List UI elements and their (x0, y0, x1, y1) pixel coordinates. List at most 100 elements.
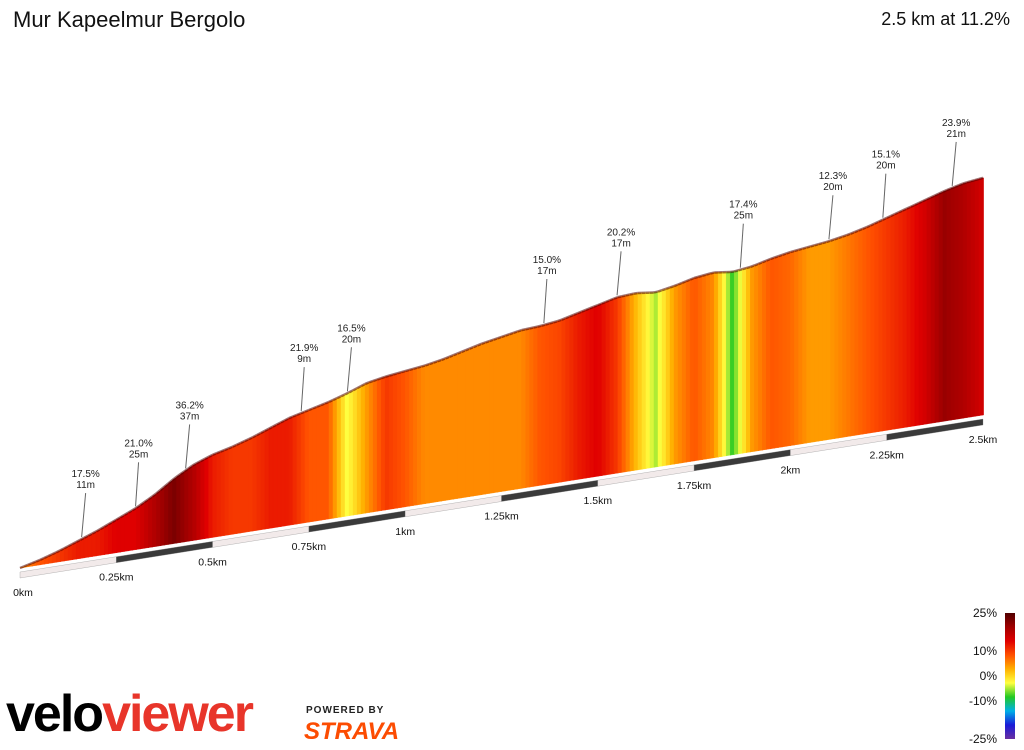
profile-top-edge (822, 240, 827, 245)
profile-top-edge (159, 485, 166, 491)
legend-label: -10% (969, 694, 997, 708)
profile-top-edge (244, 438, 250, 443)
annotation-length: 37m (180, 411, 199, 422)
profile-top-edge (448, 354, 454, 358)
profile-top-edge (111, 518, 117, 524)
profile-top-edge (926, 196, 932, 201)
profile-top-edge (220, 448, 226, 453)
profile-top-edge (838, 235, 843, 240)
profile-top-edge (316, 403, 322, 408)
profile-top-edge (625, 293, 631, 297)
profile-top-edge (589, 305, 595, 310)
profile-top-edge (340, 393, 346, 398)
profile-top-edge (633, 291, 639, 295)
profile-top-edge (781, 252, 787, 257)
annotation-gradient: 16.5% (337, 323, 365, 334)
profile-top-edge (163, 482, 170, 488)
profile-top-edge (850, 230, 856, 235)
profile-top-edge (123, 511, 129, 517)
profile-top-edge (67, 542, 73, 548)
profile-top-edge (733, 269, 739, 273)
profile-top-edge (296, 412, 302, 417)
profile-top-edge (489, 338, 494, 343)
annotation-leader-line (543, 278, 548, 324)
profile-top-edge (332, 396, 338, 402)
profile-top-edge (777, 253, 783, 258)
distance-tick-label: 1.75km (677, 480, 712, 492)
profile-top-edge (23, 563, 29, 568)
profile-top-edge (609, 297, 615, 302)
profile-top-edge (348, 389, 354, 394)
profile-top-edge (846, 232, 852, 237)
profile-top-edge (790, 249, 795, 254)
profile-top-edge (476, 342, 482, 347)
annotation-leader-line (135, 462, 140, 507)
profile-top-edge (195, 460, 202, 465)
profile-top-edge (352, 387, 358, 392)
profile-top-edge (709, 271, 715, 275)
profile-top-edge (187, 464, 194, 470)
profile-top-edge (71, 540, 77, 546)
profile-top-edge (553, 319, 559, 324)
powered-by-label: POWERED BY (306, 705, 385, 716)
legend-label: 0% (980, 669, 998, 683)
profile-top-edge (408, 367, 414, 372)
profile-top-edge (115, 516, 121, 521)
profile-top-edge (930, 194, 936, 199)
profile-top-edge (372, 378, 378, 383)
annotation-length: 20m (823, 182, 842, 193)
profile-top-edge (428, 361, 434, 366)
annotation-leader-line (951, 141, 957, 186)
profile-top-edge (858, 227, 864, 232)
profile-top-edge (617, 295, 623, 299)
annotation-gradient: 36.2% (175, 400, 203, 411)
annotation-gradient: 21.9% (290, 343, 318, 354)
distance-tick-label: 0.5km (198, 556, 227, 568)
profile-top-edge (119, 513, 125, 519)
profile-top-edge (954, 184, 960, 188)
profile-top-edge (452, 352, 458, 357)
profile-top-edge (749, 264, 755, 269)
profile-top-edge (962, 181, 968, 185)
profile-top-edge (513, 330, 518, 334)
profile-top-edge (765, 257, 771, 262)
profile-top-edge (284, 417, 290, 422)
profile-top-edge (300, 410, 306, 415)
profile-top-edge (260, 429, 266, 435)
profile-top-edge (135, 503, 142, 509)
profile-top-edge (826, 239, 831, 244)
profile-top-edge (966, 180, 972, 184)
strava-logo: STRAVA (304, 718, 400, 745)
legend-label: 25% (973, 606, 997, 620)
profile-top-edge (292, 413, 298, 418)
profile-top-edge (83, 534, 89, 539)
gradient-legend: 25% 10% 0% -10% -25% (969, 606, 1015, 746)
profile-top-edge (252, 433, 258, 439)
profile-top-edge (107, 520, 113, 526)
profile-top-edge (55, 549, 61, 554)
profile-top-edge (324, 400, 330, 405)
profile-top-edge (657, 288, 663, 293)
profile-top-edge (569, 313, 575, 318)
profile-top-edge (232, 443, 238, 448)
profile-top-edge (199, 457, 206, 463)
profile-top-edge (236, 441, 242, 446)
annotation-gradient: 17.5% (71, 469, 99, 480)
profile-top-edge (621, 294, 627, 298)
distance-tick-label: 1.25km (484, 511, 519, 523)
profile-top-edge (412, 366, 418, 371)
profile-top-edge (697, 274, 703, 279)
profile-top-edge (288, 415, 294, 420)
profile-top-edge (264, 427, 270, 432)
profile-top-edge (212, 452, 218, 456)
profile-top-edge (705, 272, 711, 276)
profile-top-edge (216, 450, 222, 455)
profile-top-edge (866, 224, 872, 229)
profile-top-edge (420, 364, 426, 368)
annotation-leader-line (185, 424, 191, 469)
profile-top-edge (950, 185, 956, 190)
profile-top-edge (794, 248, 799, 253)
profile-top-edge (493, 337, 498, 341)
profile-top-edge (810, 244, 815, 248)
annotation-gradient: 15.0% (533, 255, 561, 266)
